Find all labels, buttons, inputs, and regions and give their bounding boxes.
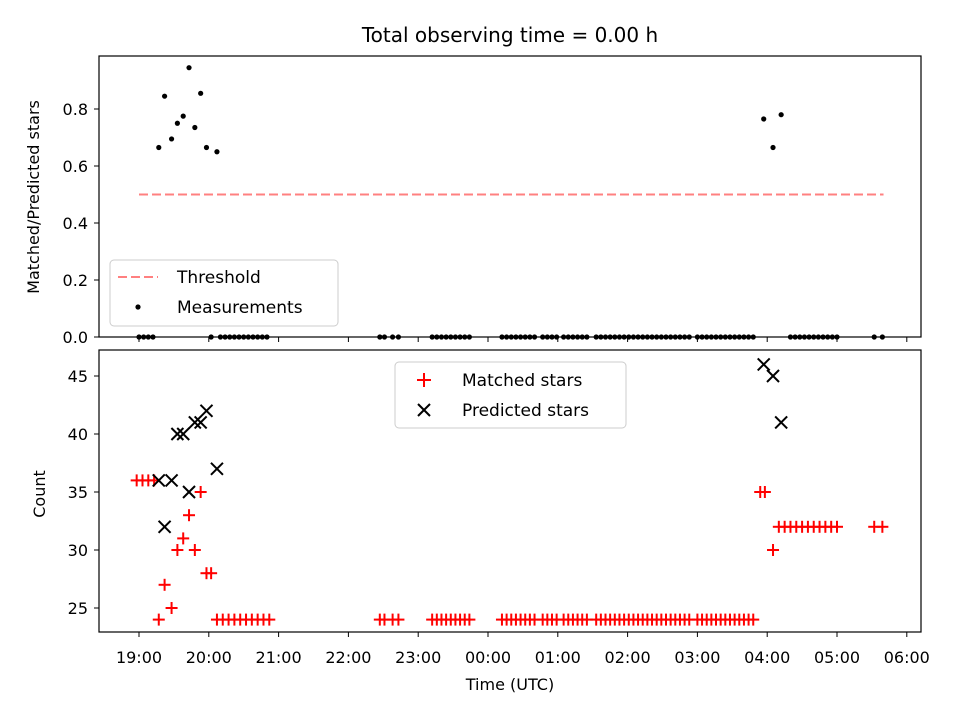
threshold-legend-label: Threshold xyxy=(176,268,261,288)
x-tick-label: 21:00 xyxy=(256,648,302,667)
predicted-legend-label: Predicted stars xyxy=(462,401,589,421)
matched-star-point xyxy=(263,613,276,626)
predicted-legend-icon xyxy=(417,403,431,417)
predicted-star-point xyxy=(182,485,196,499)
measurement-point xyxy=(214,149,220,155)
matched-star-point xyxy=(158,578,171,591)
ratio-legend: Threshold Measurements xyxy=(109,259,339,327)
x-tick-label: 00:00 xyxy=(465,648,511,667)
measurement-point xyxy=(761,116,767,122)
count-legend: Matched stars Predicted stars xyxy=(394,361,627,429)
x-tick-label: 03:00 xyxy=(674,648,720,667)
chart-title: Total observing time = 0.00 h xyxy=(361,23,658,47)
ratio-y-tick-label: 0.0 xyxy=(63,328,88,347)
count-x-axis: 19:00 20:00 21:00 22:00 23:00 00:00 01:00 02:00… xyxy=(116,632,930,667)
predicted-star-point xyxy=(170,427,185,441)
measurement-point xyxy=(198,90,204,96)
matched-star-point xyxy=(183,509,196,522)
predicted-star-point xyxy=(193,415,208,430)
matched-star-point xyxy=(463,613,476,626)
matched-star-point xyxy=(165,602,178,614)
x-tick-label: 22:00 xyxy=(325,648,371,667)
measurement-point xyxy=(156,144,162,151)
matched-star-point xyxy=(171,544,184,556)
count-marks xyxy=(130,357,889,626)
ratio-plot-frame xyxy=(98,55,922,338)
x-tick-label: 04:00 xyxy=(744,648,790,667)
x-tick-label: 02:00 xyxy=(605,648,651,667)
matched-legend-icon xyxy=(417,373,431,387)
ratio-y-tick-label: 0.2 xyxy=(63,271,88,290)
matched-legend-label: Matched stars xyxy=(462,371,582,391)
measurements-legend-icon xyxy=(135,304,141,310)
count-y-tick-label: 30 xyxy=(68,541,88,560)
count-y-axis: 25 30 35 40 45 xyxy=(68,367,99,618)
predicted-star-point xyxy=(176,427,190,441)
ratio-y-tick-label: 0.6 xyxy=(63,157,88,176)
ratio-plot-area xyxy=(98,55,922,340)
x-tick-label: 20:00 xyxy=(186,648,232,667)
count-plot-frame xyxy=(98,349,922,633)
ratio-y-tick-label: 0.8 xyxy=(63,100,88,119)
measurement-point xyxy=(192,124,198,131)
x-tick-label: 23:00 xyxy=(395,648,441,667)
matched-star-point xyxy=(747,613,760,626)
matched-star-point xyxy=(194,486,207,498)
matched-star-point xyxy=(392,613,405,626)
predicted-star-point xyxy=(199,404,214,418)
predicted-star-point xyxy=(757,357,771,372)
predicted-star-point xyxy=(157,520,172,534)
measurement-point xyxy=(174,120,180,126)
ratio-legend-box xyxy=(109,259,339,327)
count-y-axis-label: Count xyxy=(30,470,49,518)
x-tick-label: 05:00 xyxy=(814,648,860,667)
predicted-star-point xyxy=(164,473,179,488)
measurement-point xyxy=(203,144,210,151)
matched-star-point xyxy=(831,520,843,533)
x-tick-label: 06:00 xyxy=(884,648,930,667)
predicted-star-point xyxy=(152,473,166,488)
predicted-star-point xyxy=(766,369,780,383)
matched-star-point xyxy=(876,520,889,533)
count-y-tick-label: 40 xyxy=(68,425,88,444)
x-tick-label: 19:00 xyxy=(116,648,162,667)
measurement-point xyxy=(770,144,776,151)
predicted-star-point xyxy=(210,462,224,476)
ratio-y-axis: 0.0 0.2 0.4 0.6 0.8 xyxy=(63,100,99,347)
x-axis-label: Time (UTC) xyxy=(465,675,554,694)
measurements-legend-label: Measurements xyxy=(177,298,303,318)
matched-star-point xyxy=(205,567,218,580)
count-y-tick-label: 35 xyxy=(68,483,88,502)
matched-star-point xyxy=(767,544,780,556)
measurement-point xyxy=(186,65,192,71)
ratio-x-ticks xyxy=(138,337,908,342)
measurement-point xyxy=(180,113,186,119)
predicted-star-point xyxy=(774,415,788,430)
count-plot-area xyxy=(98,349,922,633)
measurement-point xyxy=(778,112,784,118)
ratio-y-tick-label: 0.4 xyxy=(63,214,88,233)
count-y-tick-label: 45 xyxy=(68,367,88,386)
measurement-point xyxy=(168,136,175,142)
matched-star-point xyxy=(188,544,201,556)
ratio-y-axis-label: Matched/Predicted stars xyxy=(24,100,43,294)
measurement-point xyxy=(161,93,168,99)
matched-star-point xyxy=(758,486,771,498)
matched-star-point xyxy=(152,613,165,626)
count-legend-box xyxy=(394,361,627,429)
matched-star-point xyxy=(177,532,190,545)
predicted-star-point xyxy=(188,415,202,430)
x-tick-label: 01:00 xyxy=(535,648,581,667)
count-y-tick-label: 25 xyxy=(68,599,88,618)
